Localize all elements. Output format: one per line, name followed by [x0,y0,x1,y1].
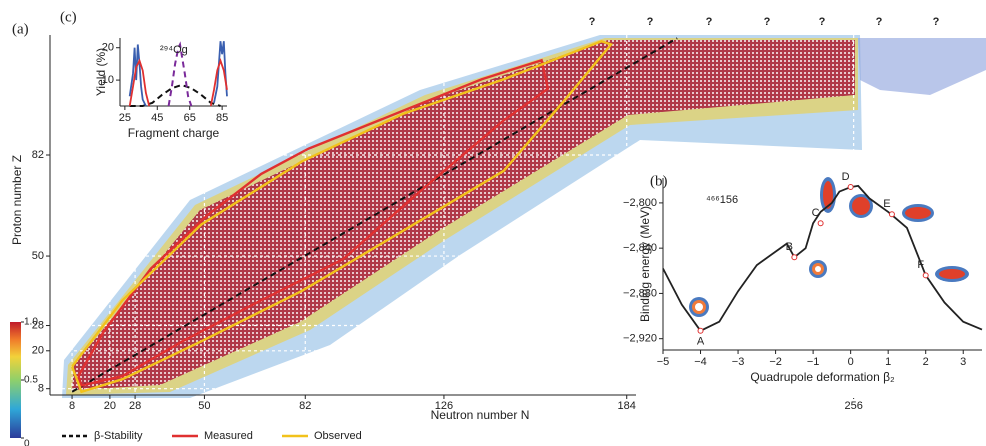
y-axis-label: Yield (%) [94,48,108,96]
x-tick-label: −3 [732,356,745,368]
y-tick-label: 10 [102,74,114,86]
x-tick-label: 0 [848,356,854,368]
panel-label: (b) [650,173,668,189]
series-line [129,83,221,107]
unknown-marker: ? [933,16,940,28]
x-tick-label: 126 [435,400,453,412]
y-tick-label: 50 [32,250,44,262]
state-point [817,220,824,227]
state-label: D [842,171,850,183]
x-tick-label: 256 [844,400,862,412]
colorbar [10,322,21,438]
x-tick-label: 184 [618,400,636,412]
inset-b: −5 −4 −3 −2 −1 0 1 2 3 −2,800 −2,840 −2,880 −2,920 Qu… [623,171,983,384]
legend-label: Observed [314,430,362,442]
icon-c [823,181,833,209]
y-tick-label: 8 [38,383,44,395]
series-line [71,37,678,393]
colorbar-tick-label: 0.5 [24,375,38,386]
x-tick-label: 45 [151,112,163,124]
series-line [167,41,193,107]
x-axis-label: Neutron number N [431,408,530,422]
x-axis-label: Quadrupole deformation β₂ [750,370,895,384]
y-tick-label: −2,800 [623,197,657,209]
state-label: F [917,259,924,271]
x-tick-label: 65 [184,112,196,124]
series-line [213,41,228,103]
x-tick-label: 82 [299,400,311,412]
icon-a [695,303,703,311]
state-point [888,211,895,218]
x-tick-label: −2 [769,356,782,368]
y-tick-label: −2,880 [623,287,657,299]
x-tick-label: 1 [885,356,891,368]
unknown-marker: ? [647,16,654,28]
x-tick-label: −4 [694,356,707,368]
x-tick-label: −5 [657,356,670,368]
state-point [847,184,854,191]
series-line [128,58,151,107]
x-tick-label: 3 [960,356,966,368]
x-tick-label: 2 [923,356,929,368]
panel-note: ⁴⁶⁶156 [706,194,738,206]
unknown-marker: ? [876,16,883,28]
x-tick-label: 20 [104,400,116,412]
legend-label: β-Stability [94,430,143,442]
legend-label: Measured [204,430,253,442]
colorbar-tick-label: 1.0 [24,317,38,328]
panel-label: (c) [60,9,77,25]
series-line [209,57,228,107]
state-label: C [812,207,820,219]
icon-f [939,269,965,279]
state-point [791,254,798,261]
nuclide-region [62,35,986,398]
state-point [697,327,704,334]
series-line [662,184,983,332]
y-tick-label: 20 [102,42,114,54]
state-point [922,272,929,279]
unknown-marker: ? [764,16,771,28]
series-line [128,44,147,107]
x-tick-label: −1 [807,356,820,368]
x-axis-label: Fragment charge [128,126,220,140]
region-right [858,38,986,95]
y-axis-label: Proton number Z [10,155,24,245]
y-axis-label: Binding energy (MeV) [638,206,652,322]
x-tick-label: 28 [129,400,141,412]
y-tick-label: 28 [32,319,44,331]
panel-label: (a) [12,21,29,37]
inset-c: 25 45 65 85 10 20 Fragment charge Yield (%) (c) ²… [60,9,228,140]
x-tick-label: 85 [216,112,228,124]
unknown-marker: ? [589,16,596,28]
y-tick-label: 20 [32,345,44,357]
y-tick-label: −2,840 [623,242,657,254]
x-tick-label: 50 [198,400,210,412]
shape-icons [689,177,969,317]
y-tick-label: 82 [32,149,44,161]
unknown-marker: ? [819,16,826,28]
state-label: A [697,336,705,348]
region-core [72,40,855,390]
colorbar-tick-label: 0 [24,439,30,446]
state-label: E [883,198,890,210]
x-tick-label: 8 [69,400,75,412]
y-tick-label: −2,920 [623,333,657,345]
panel-note: ²⁹⁴Og [160,44,188,56]
series-line [70,40,614,394]
icon-b [815,266,821,272]
state-label: B [786,241,793,253]
x-tick-label: 25 [119,112,131,124]
inset-c-bg [55,6,233,140]
series-line [77,58,550,387]
icon-d [852,197,870,215]
icon-e [905,207,931,219]
unknown-marker: ? [706,16,713,28]
